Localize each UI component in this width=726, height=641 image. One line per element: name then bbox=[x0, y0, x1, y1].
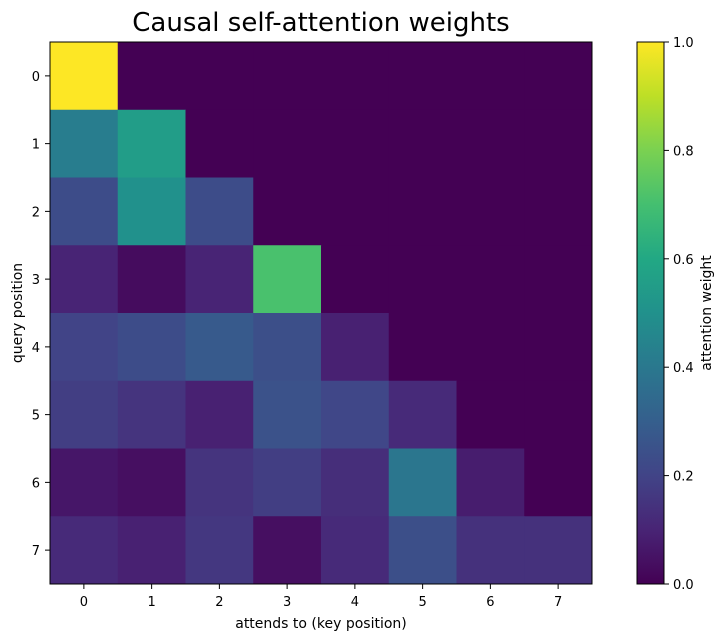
colorbar-label: attention weight bbox=[699, 255, 715, 371]
heatmap-cell-6-6 bbox=[456, 448, 525, 517]
x-axis-label: attends to (key position) bbox=[235, 616, 407, 632]
heatmap-cell-5-3 bbox=[253, 380, 322, 449]
colorbar-tick-label: 1.0 bbox=[673, 36, 694, 51]
heatmap-cell-0-2 bbox=[185, 42, 254, 111]
y-tick-label: 7 bbox=[32, 544, 40, 559]
heatmap-cell-6-4 bbox=[321, 448, 390, 517]
colorbar-tick-label: 0.0 bbox=[673, 578, 694, 593]
heatmap-cell-6-3 bbox=[253, 448, 322, 517]
colorbar-ticks: 0.0 0.2 0.4 0.6 0.8 1.0 bbox=[664, 36, 694, 593]
heatmap-cell-3-6 bbox=[456, 245, 525, 314]
plot-frame bbox=[49, 41, 593, 585]
heatmap-cell-5-6 bbox=[456, 380, 525, 449]
y-axis-ticks: 0 1 2 3 4 5 6 7 bbox=[32, 70, 50, 559]
x-tick-label: 0 bbox=[80, 595, 88, 610]
heatmap-cell-4-6 bbox=[456, 313, 525, 382]
heatmap-cell-2-0 bbox=[50, 177, 119, 246]
heatmap-cell-3-5 bbox=[388, 245, 457, 314]
heatmap-cell-4-1 bbox=[117, 313, 186, 382]
x-tick-label: 5 bbox=[418, 595, 426, 610]
heatmap-cell-0-4 bbox=[321, 42, 390, 111]
heatmap-cell-2-4 bbox=[321, 177, 390, 246]
heatmap-cell-7-2 bbox=[185, 516, 254, 585]
heatmap-cell-5-4 bbox=[321, 380, 390, 449]
heatmap-cell-4-0 bbox=[50, 313, 119, 382]
heatmap-cell-3-0 bbox=[50, 245, 119, 314]
heatmap-cell-7-1 bbox=[117, 516, 186, 585]
y-tick-label: 1 bbox=[32, 138, 40, 153]
heatmap-cell-1-3 bbox=[253, 109, 322, 178]
heatmap-cell-6-1 bbox=[117, 448, 186, 517]
heatmap-cells bbox=[50, 42, 593, 585]
heatmap-cell-5-0 bbox=[50, 380, 119, 449]
heatmap-cell-4-5 bbox=[388, 313, 457, 382]
heatmap-cell-3-1 bbox=[117, 245, 186, 314]
heatmap-cell-5-5 bbox=[388, 380, 457, 449]
heatmap-cell-0-0 bbox=[50, 42, 119, 111]
heatmap-cell-7-0 bbox=[50, 516, 119, 585]
heatmap-cell-6-0 bbox=[50, 448, 119, 517]
heatmap-cell-3-2 bbox=[185, 245, 254, 314]
heatmap-cell-1-0 bbox=[50, 109, 119, 178]
heatmap-cell-7-6 bbox=[456, 516, 525, 585]
heatmap-cell-2-6 bbox=[456, 177, 525, 246]
heatmap-cell-6-2 bbox=[185, 448, 254, 517]
heatmap-cell-6-7 bbox=[524, 448, 593, 517]
heatmap-cell-1-5 bbox=[388, 109, 457, 178]
heatmap-cell-0-3 bbox=[253, 42, 322, 111]
y-tick-label: 3 bbox=[32, 273, 40, 288]
x-axis-ticks: 0 1 2 3 4 5 6 7 bbox=[80, 584, 562, 610]
y-tick-label: 2 bbox=[32, 205, 40, 220]
x-tick-label: 6 bbox=[486, 595, 494, 610]
colorbar-tick-label: 0.4 bbox=[673, 361, 694, 376]
heatmap-cell-7-4 bbox=[321, 516, 390, 585]
heatmap-cell-1-2 bbox=[185, 109, 254, 178]
heatmap-cell-1-7 bbox=[524, 109, 593, 178]
heatmap-cell-0-1 bbox=[117, 42, 186, 111]
y-axis-label: query position bbox=[10, 263, 26, 363]
y-tick-label: 4 bbox=[32, 341, 40, 356]
colorbar-tick-label: 0.2 bbox=[673, 470, 694, 485]
y-tick-label: 0 bbox=[32, 70, 40, 85]
heatmap-cell-5-2 bbox=[185, 380, 254, 449]
heatmap-cell-5-1 bbox=[117, 380, 186, 449]
colorbar-tick-label: 0.8 bbox=[673, 144, 694, 159]
colorbar bbox=[636, 41, 665, 585]
heatmap-cell-1-1 bbox=[117, 109, 186, 178]
heatmap-cell-1-4 bbox=[321, 109, 390, 178]
heatmap-cell-0-6 bbox=[456, 42, 525, 111]
y-tick-label: 6 bbox=[32, 476, 40, 491]
heatmap-cell-0-7 bbox=[524, 42, 593, 111]
colorbar-tick-label: 0.6 bbox=[673, 253, 694, 268]
heatmap-cell-4-7 bbox=[524, 313, 593, 382]
x-tick-label: 4 bbox=[351, 595, 359, 610]
heatmap-cell-4-3 bbox=[253, 313, 322, 382]
heatmap-cell-6-5 bbox=[388, 448, 457, 517]
y-tick-label: 5 bbox=[32, 409, 40, 424]
heatmap-cell-7-7 bbox=[524, 516, 593, 585]
heatmap-cell-2-1 bbox=[117, 177, 186, 246]
heatmap-cell-2-5 bbox=[388, 177, 457, 246]
heatmap-cell-3-4 bbox=[321, 245, 390, 314]
x-tick-label: 7 bbox=[554, 595, 562, 610]
x-tick-label: 1 bbox=[147, 595, 155, 610]
heatmap-cell-2-2 bbox=[185, 177, 254, 246]
heatmap-cell-2-3 bbox=[253, 177, 322, 246]
heatmap-cell-3-7 bbox=[524, 245, 593, 314]
heatmap-cell-5-7 bbox=[524, 380, 593, 449]
heatmap-cell-4-4 bbox=[321, 313, 390, 382]
x-tick-label: 3 bbox=[283, 595, 291, 610]
x-tick-label: 2 bbox=[215, 595, 223, 610]
heatmap-cell-2-7 bbox=[524, 177, 593, 246]
heatmap-cell-3-3 bbox=[253, 245, 322, 314]
heatmap-cell-7-5 bbox=[388, 516, 457, 585]
heatmap-cell-1-6 bbox=[456, 109, 525, 178]
heatmap-cell-0-5 bbox=[388, 42, 457, 111]
chart-title: Causal self-attention weights bbox=[132, 8, 509, 38]
heatmap-cell-4-2 bbox=[185, 313, 254, 382]
heatmap-cell-7-3 bbox=[253, 516, 322, 585]
